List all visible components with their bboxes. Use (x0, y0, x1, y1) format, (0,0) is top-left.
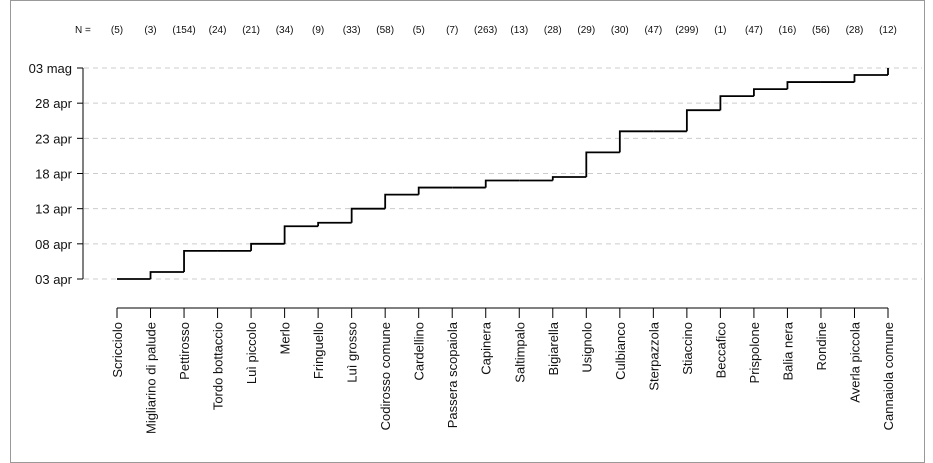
x-tick-label: Averla piccola (847, 321, 862, 402)
n-value: (33) (343, 25, 361, 36)
step-segment (417, 186, 453, 195)
x-tick-label: Pettirosso (177, 322, 192, 380)
n-value: (47) (745, 25, 763, 36)
n-value: (21) (242, 25, 260, 36)
x-tick-label: Scricciolo (110, 322, 125, 378)
x-tick-label: Beccafico (713, 322, 728, 378)
x-tick-label: Luì piccolo (244, 322, 259, 384)
x-tick-label: Saltimpalo (512, 322, 527, 383)
step-segment (618, 130, 654, 153)
n-value: (5) (111, 25, 123, 36)
n-value: (28) (544, 25, 562, 36)
x-tick-label: Rondine (814, 322, 829, 370)
n-value: (5) (413, 25, 425, 36)
step-segment (753, 88, 788, 97)
x-tick-label: Tordo bottaccio (211, 322, 226, 410)
n-value: (7) (446, 25, 458, 36)
x-tick-label: Passera scopaiola (445, 321, 460, 428)
x-tick-label: Culbianco (613, 322, 628, 380)
n-value: (3) (144, 25, 156, 36)
n-value: (299) (675, 25, 698, 36)
y-tick-label: 08 apr (35, 237, 73, 252)
step-segment (350, 207, 386, 223)
n-value: (263) (474, 25, 497, 36)
y-tick-label: 03 mag (29, 61, 72, 76)
x-tick-label: Balia nera (780, 321, 795, 380)
x-tick-label: Usignolo (579, 322, 594, 373)
step-segment (585, 151, 620, 178)
step-segment (149, 271, 185, 279)
n-value: (9) (312, 25, 324, 36)
n-value: (16) (779, 25, 797, 36)
x-tick-label: Luì grosso (345, 322, 360, 383)
x-tick-label: Cardellino (412, 322, 427, 381)
x-tick-label: Prispolone (747, 322, 762, 383)
n-value: (29) (577, 25, 595, 36)
step-segment (484, 179, 520, 188)
n-value: (12) (879, 25, 897, 36)
step-segment (786, 81, 821, 90)
step-segment (283, 225, 319, 244)
n-value: (1) (714, 25, 726, 36)
step-segment (853, 74, 888, 83)
x-tick-label: Fringuello (311, 322, 326, 379)
n-value: (30) (611, 25, 629, 36)
n-label: N = (75, 25, 91, 36)
y-tick-label: 03 apr (35, 272, 73, 287)
step-segment (384, 193, 419, 209)
x-tick-label: Codirosso comune (378, 322, 393, 430)
x-tick-label: Cannaiola comune (881, 322, 896, 430)
step-segment (685, 109, 721, 132)
y-tick-label: 28 apr (35, 96, 73, 111)
y-tick-label: 18 apr (35, 167, 73, 182)
x-tick-label: Sterpazzola (646, 321, 661, 390)
y-tick-label: 23 apr (35, 131, 73, 146)
n-value: (154) (172, 25, 195, 36)
step-segment (551, 176, 587, 181)
step-segment (317, 221, 352, 227)
n-value: (47) (644, 25, 662, 36)
n-value: (28) (846, 25, 864, 36)
x-tick-label: Bigiarella (546, 321, 561, 375)
x-tick-label: Migliarino di palude (144, 322, 159, 434)
step-segment (719, 95, 754, 111)
n-value: (24) (209, 25, 227, 36)
n-value: (58) (376, 25, 394, 36)
x-tick-label: Capinera (479, 321, 494, 375)
n-value: (13) (510, 25, 528, 36)
x-tick-label: Merlo (278, 322, 293, 355)
n-value: (56) (812, 25, 830, 36)
step-segment (183, 249, 218, 272)
step-segment (250, 242, 285, 251)
y-tick-label: 13 apr (35, 202, 73, 217)
n-value: (34) (276, 25, 294, 36)
x-tick-label: Stiaccino (680, 322, 695, 375)
